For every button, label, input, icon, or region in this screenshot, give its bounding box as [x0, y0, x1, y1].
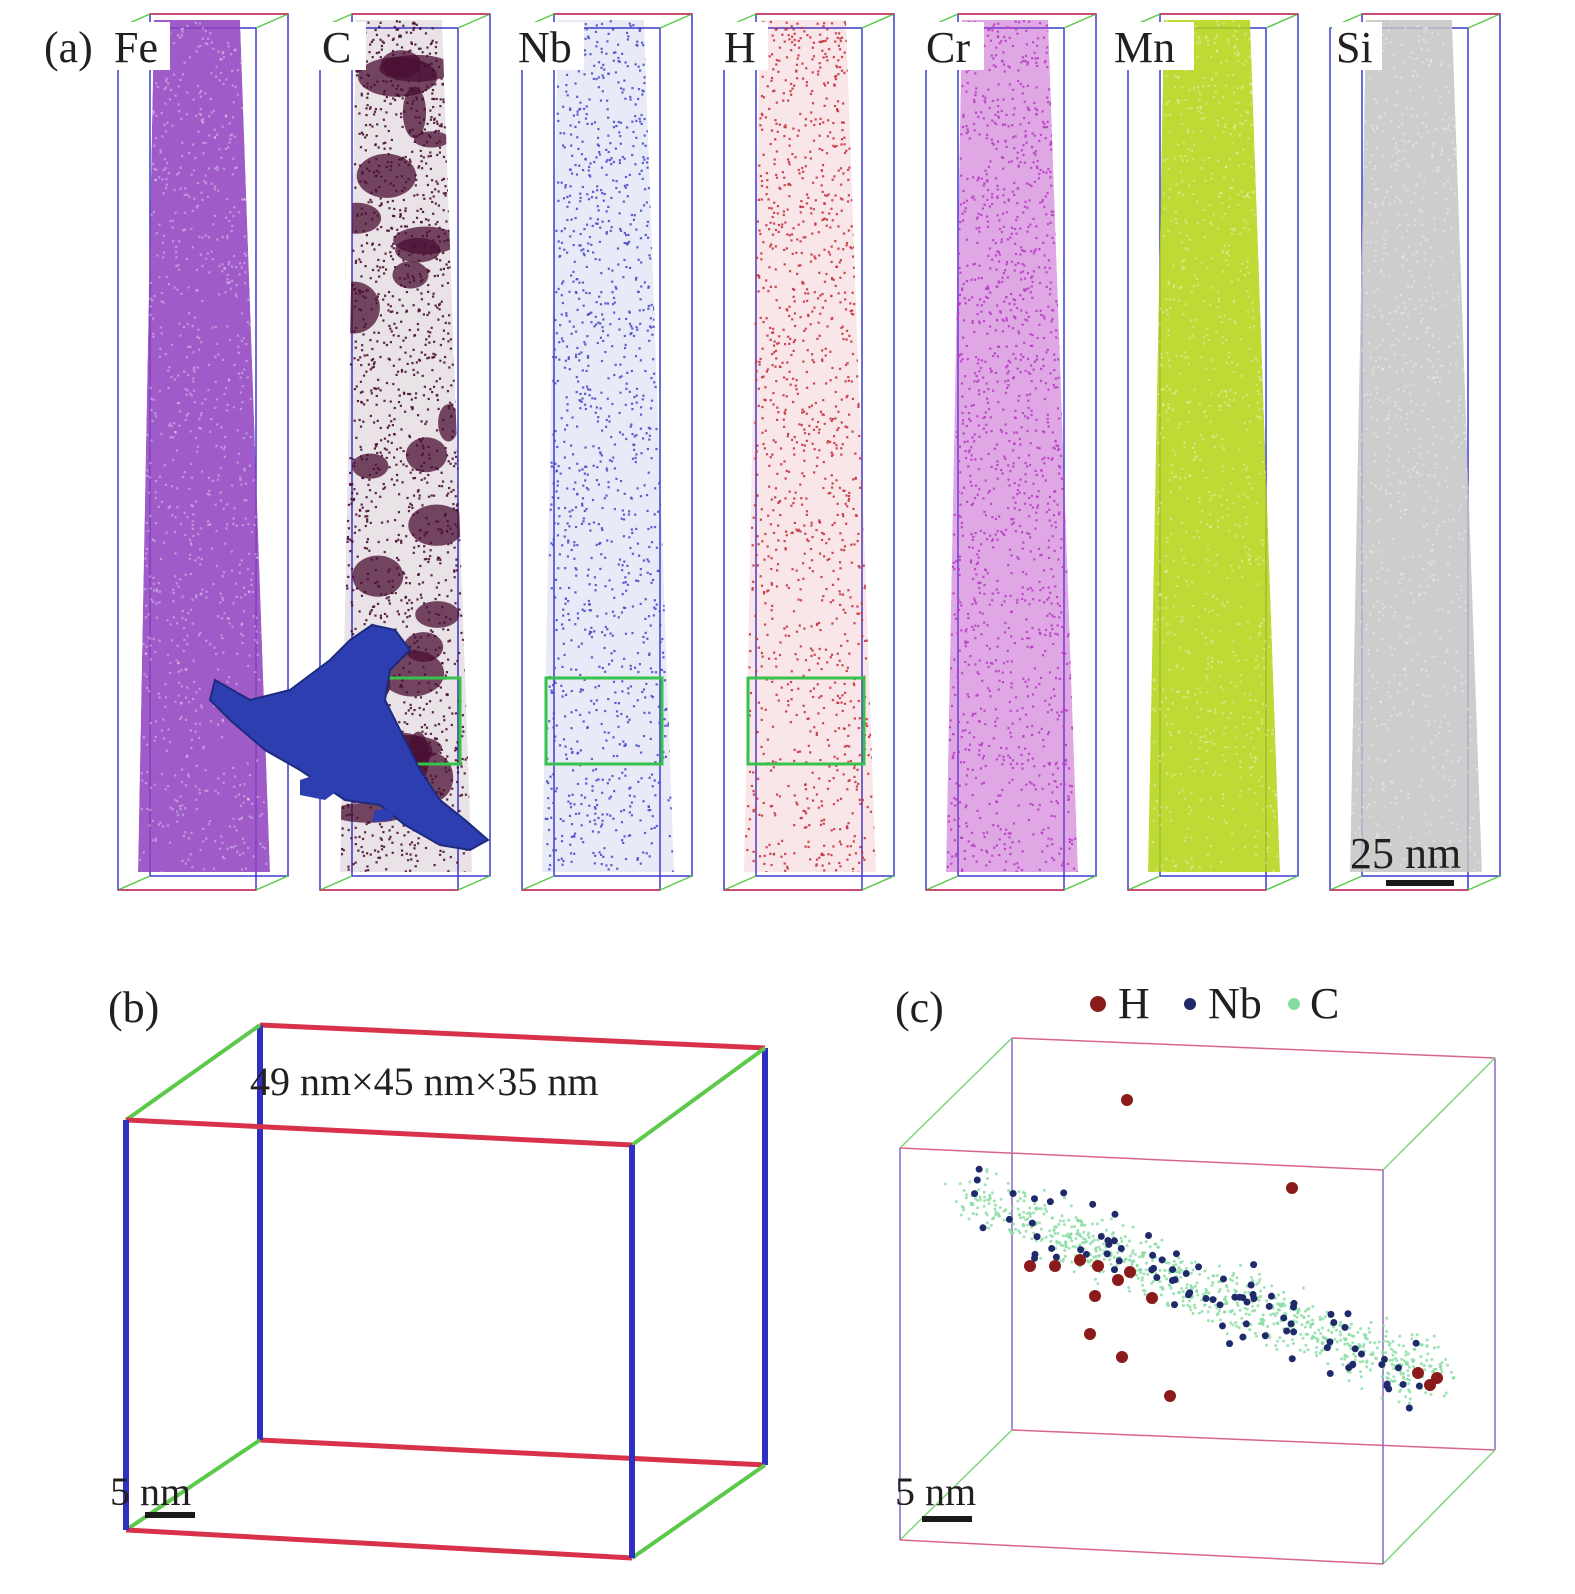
legend-marker-c [1288, 998, 1300, 1010]
bounding-box-b-front [123, 1117, 635, 1561]
legend-label-h: H [1118, 979, 1150, 1028]
element-label-nb: Nb [514, 22, 584, 72]
bounding-box-c [899, 1037, 1496, 1565]
panel-b-label: (b) [108, 983, 159, 1032]
highlight-box [544, 676, 664, 766]
atom-map-si [1329, 13, 1501, 891]
atom-map-cr [925, 13, 1097, 891]
element-label-fe: Fe [110, 22, 170, 72]
atom-map-fe [117, 13, 289, 891]
atom-map-nb [521, 13, 693, 891]
box-dimensions-label: 49 nm×45 nm×35 nm [250, 1059, 598, 1104]
legend-c: H Nb C [1090, 979, 1339, 1028]
highlight-box [746, 676, 866, 766]
edge-red [259, 1022, 766, 1051]
legend-marker-nb [1184, 998, 1196, 1010]
edge-green [630, 1463, 767, 1560]
scale-bar-a [1386, 880, 1454, 886]
scale-bar-b [145, 1512, 195, 1518]
atom-map-mn [1127, 13, 1299, 891]
panel-a-label: (a) [44, 23, 93, 72]
edge-red [125, 1527, 633, 1561]
edge-red [125, 1117, 633, 1148]
panel-c-atom-cluster: (c) H Nb C 5 nm [895, 979, 1496, 1565]
legend-marker-h [1090, 996, 1106, 1012]
scale-bar-label-a: 25 nm [1350, 829, 1461, 878]
legend-label-c: C [1310, 979, 1339, 1028]
scale-bar-c [922, 1516, 972, 1522]
nb-isosurface [208, 623, 490, 852]
atom-points-c [943, 1094, 1456, 1412]
atom-map-h [723, 13, 895, 891]
element-label-mn: Mn [1110, 22, 1194, 72]
element-label-si: Si [1332, 22, 1382, 72]
bounding-box-b [124, 1022, 768, 1560]
panel-a-atom-maps: (a) Fe C Nb H Cr Mn Si [44, 13, 1501, 891]
edge-green [124, 1023, 262, 1122]
element-label-c: C [318, 22, 366, 72]
scale-bar-label-b: 5 nm [110, 1469, 191, 1514]
scale-bar-label-c: 5 nm [895, 1469, 976, 1514]
edge-red [259, 1437, 766, 1468]
panel-b-isosurface: (b) 49 nm×45 nm×35 nm 5 nm [108, 623, 768, 1561]
panel-c-label: (c) [895, 983, 944, 1032]
element-label-h: H [720, 22, 768, 72]
edge-green [630, 1046, 767, 1147]
element-label-cr: Cr [922, 22, 984, 72]
legend-label-nb: Nb [1208, 979, 1262, 1028]
